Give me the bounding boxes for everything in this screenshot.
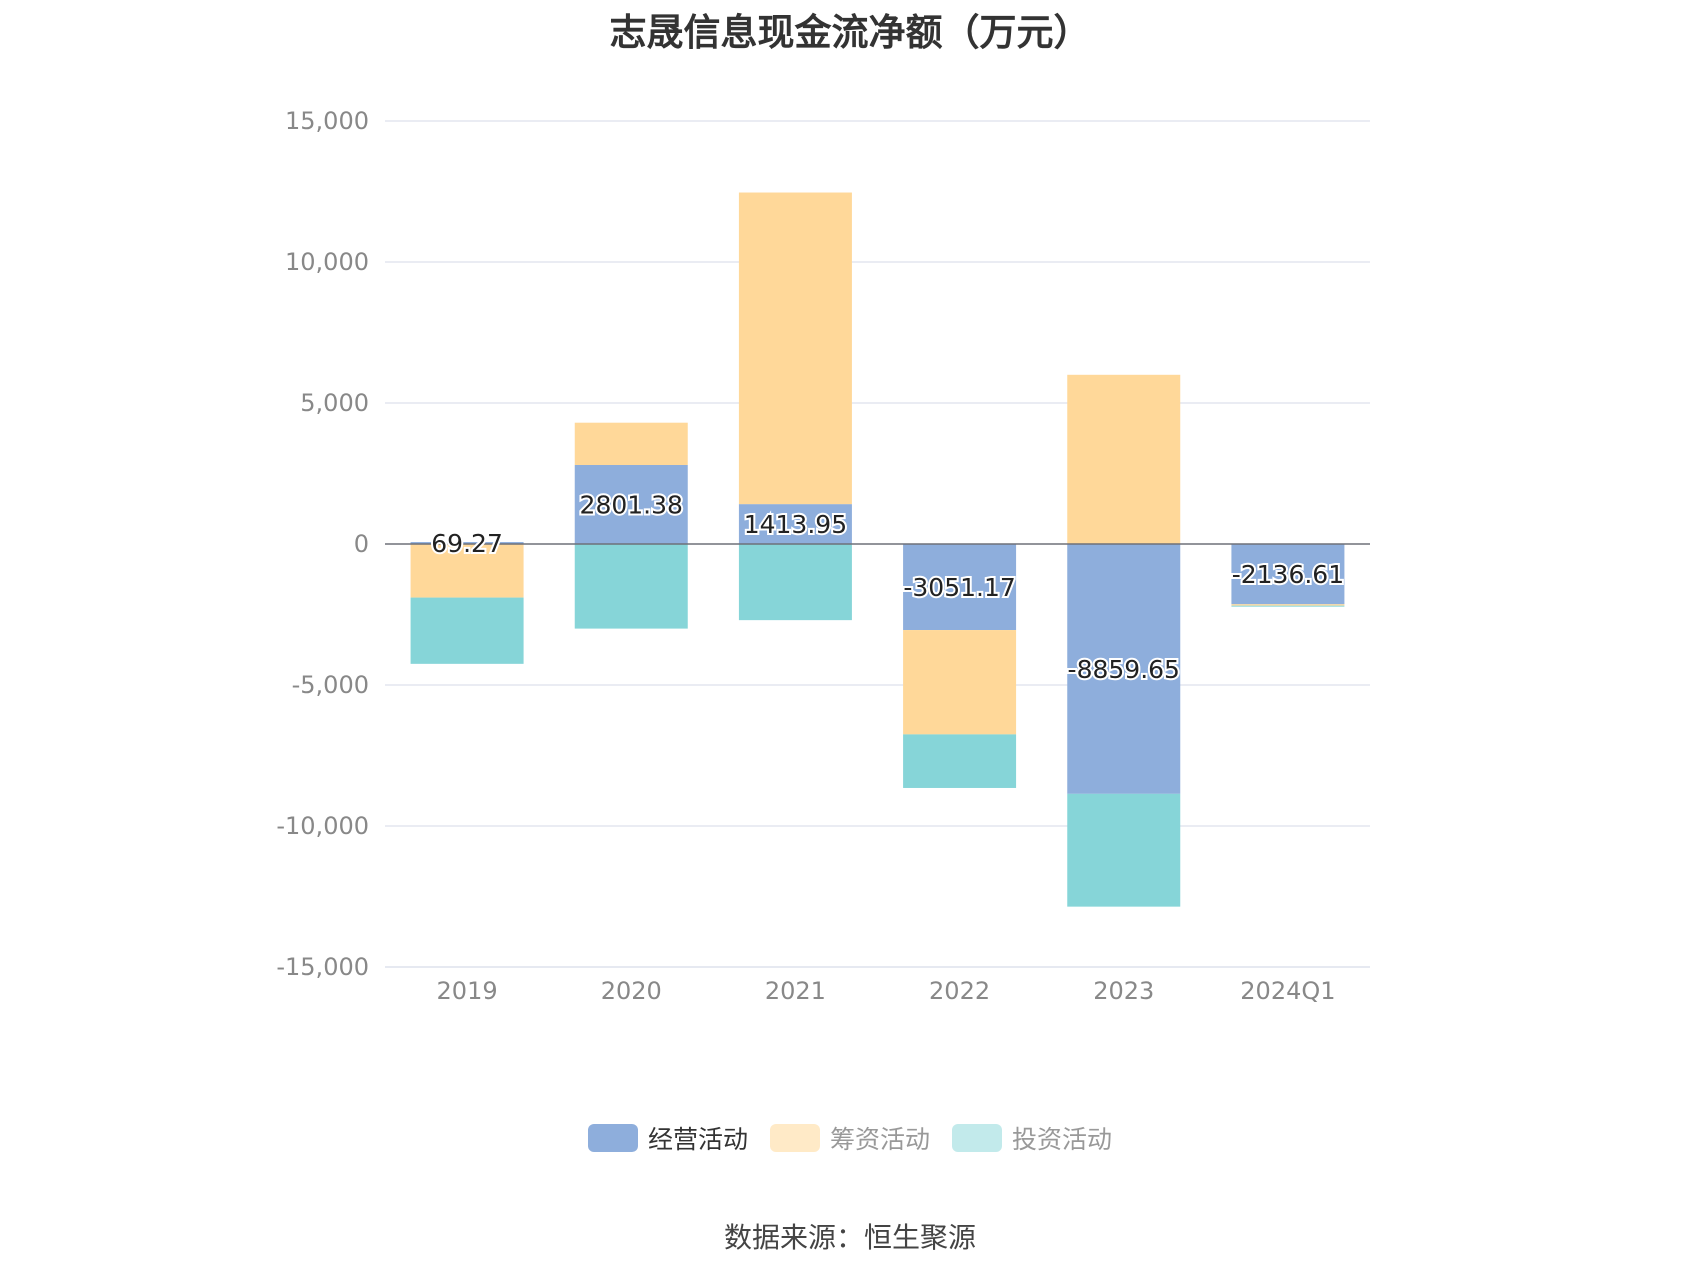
chart-title: 志晟信息现金流净额（万元） bbox=[609, 11, 1091, 54]
data-label: 2801.38 bbox=[580, 491, 683, 520]
x-tick-label: 2021 bbox=[765, 977, 826, 1005]
y-tick-label: -15,000 bbox=[276, 953, 369, 981]
legend-label: 筹资活动 bbox=[829, 1125, 930, 1154]
bar-segment bbox=[1231, 604, 1345, 606]
data-source-note: 数据来源：恒生聚源 bbox=[723, 1221, 976, 1254]
y-tick-label: 15,000 bbox=[285, 107, 369, 135]
legend-swatch bbox=[769, 1124, 820, 1152]
x-tick-label: 2020 bbox=[601, 977, 662, 1005]
y-tick-label: 5,000 bbox=[300, 389, 369, 417]
legend-item[interactable]: 筹资活动 bbox=[769, 1120, 930, 1156]
bar-segment bbox=[738, 504, 852, 544]
bar-segment bbox=[574, 465, 688, 544]
bar-segment bbox=[1067, 544, 1181, 794]
bar-segment bbox=[1067, 374, 1181, 544]
bar-segment bbox=[903, 734, 1017, 788]
bar-segment bbox=[574, 544, 688, 629]
legend-label: 投资活动 bbox=[1012, 1125, 1113, 1154]
bar-segment bbox=[903, 544, 1017, 631]
bar-segment bbox=[410, 597, 524, 664]
bar-segment bbox=[574, 422, 688, 466]
bar-segment bbox=[738, 544, 852, 621]
y-tick-label: -5,000 bbox=[292, 671, 369, 699]
legend-item[interactable]: 经营活动 bbox=[587, 1120, 748, 1156]
x-tick-label: 2022 bbox=[929, 977, 990, 1005]
data-label: 69.27 bbox=[431, 529, 503, 558]
legend-item[interactable]: 投资活动 bbox=[952, 1120, 1112, 1156]
chart-legend: 经营活动 筹资活动 投资活动 bbox=[0, 1120, 1700, 1156]
data-label: -3051.17 bbox=[903, 573, 1015, 602]
bar-segment bbox=[903, 630, 1017, 735]
data-label: -2136.61 bbox=[1232, 560, 1344, 589]
bar-segment bbox=[410, 544, 524, 598]
bar-segment bbox=[1231, 605, 1345, 607]
x-tick-label: 2019 bbox=[437, 977, 498, 1005]
y-tick-label: 0 bbox=[354, 530, 369, 558]
x-tick-label: 2024Q1 bbox=[1240, 977, 1335, 1005]
bar-segment bbox=[738, 192, 852, 505]
legend-label: 经营活动 bbox=[647, 1125, 748, 1154]
bar-segment bbox=[1231, 544, 1345, 605]
legend-swatch bbox=[952, 1124, 1002, 1152]
x-tick-label: 2023 bbox=[1093, 977, 1154, 1005]
bar-segment bbox=[1067, 793, 1181, 907]
data-label: -8859.65 bbox=[1068, 655, 1180, 684]
legend-swatch bbox=[587, 1124, 638, 1152]
y-tick-label: -10,000 bbox=[276, 812, 369, 840]
bar-segment bbox=[410, 542, 524, 544]
chart-plot: 15,000 10,000 5,000 0 -5,000 -10,000 -15,000 20… bbox=[276, 107, 1370, 1005]
data-label: 1413.95 bbox=[744, 510, 847, 539]
y-tick-label: 10,000 bbox=[285, 248, 369, 276]
